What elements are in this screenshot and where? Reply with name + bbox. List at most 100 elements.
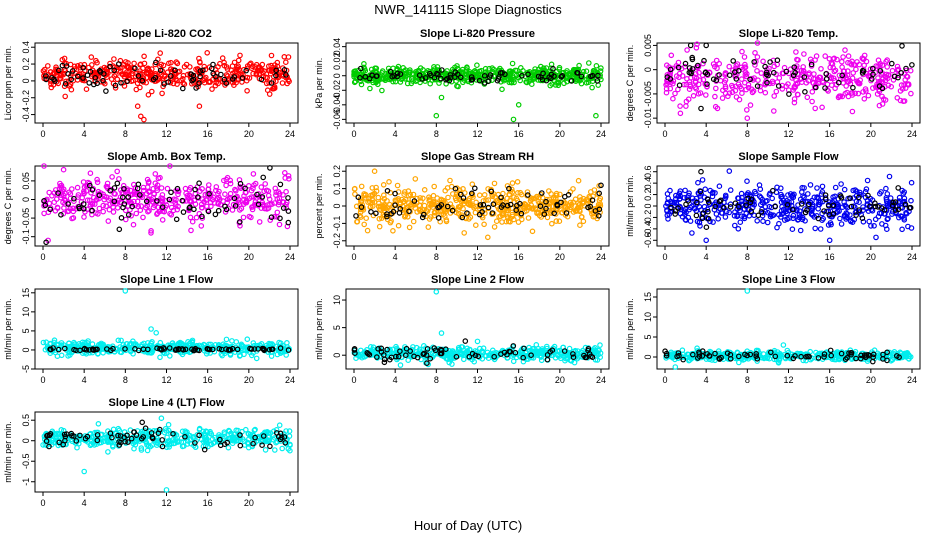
- data-point: [248, 194, 255, 200]
- data-point: [704, 81, 710, 87]
- data-point: [878, 189, 884, 195]
- data-point: [183, 61, 190, 68]
- data-point: [892, 199, 899, 205]
- data-point: [382, 77, 389, 84]
- data-point: [132, 345, 138, 352]
- data-point: [595, 72, 601, 79]
- data-point: [683, 103, 689, 109]
- data-point: [754, 355, 761, 362]
- y-tick-label: 0.4: [21, 41, 31, 54]
- data-point: [122, 344, 128, 350]
- data-point: [432, 351, 439, 357]
- data-point: [805, 71, 812, 78]
- data-point: [877, 355, 883, 361]
- data-point: [174, 81, 180, 87]
- data-point: [730, 58, 737, 64]
- data-point: [908, 90, 914, 97]
- data-point: [509, 60, 516, 67]
- x-tick-label: 0: [40, 129, 45, 139]
- data-point: [180, 72, 187, 79]
- data-point: [823, 71, 830, 77]
- data-point: [804, 191, 811, 197]
- outlier-point: [148, 326, 154, 332]
- data-point: [241, 193, 247, 199]
- data-point: [791, 85, 798, 91]
- data-point: [909, 62, 915, 68]
- data-point: [675, 64, 682, 71]
- x-tick-label: 16: [514, 252, 524, 262]
- data-point: [495, 199, 502, 206]
- data-point: [819, 104, 825, 111]
- data-point: [103, 88, 109, 94]
- data-point: [689, 230, 695, 236]
- y-tick-label: -0.2: [21, 90, 31, 106]
- x-tick-label: 12: [161, 252, 171, 262]
- data-point: [850, 70, 857, 76]
- data-point: [166, 345, 173, 351]
- data-point: [48, 84, 55, 91]
- data-point: [863, 88, 869, 94]
- data-point: [760, 58, 766, 65]
- data-point: [221, 62, 228, 69]
- data-point: [459, 69, 466, 75]
- data-point: [213, 79, 220, 86]
- data-point: [589, 354, 596, 361]
- data-point: [764, 219, 771, 226]
- data-point: [718, 354, 724, 361]
- x-tick-label: 12: [161, 375, 171, 385]
- data-point: [455, 346, 462, 353]
- data-point: [902, 201, 909, 208]
- data-point: [800, 68, 807, 74]
- data-point: [830, 202, 837, 209]
- data-point: [192, 186, 198, 193]
- data-point: [677, 205, 684, 211]
- data-point: [738, 213, 745, 220]
- data-point: [868, 76, 875, 82]
- data-point: [425, 224, 432, 230]
- data-point: [551, 73, 557, 80]
- data-point: [57, 72, 64, 79]
- data-point: [67, 352, 73, 358]
- data-point: [161, 81, 168, 87]
- data-point: [804, 94, 811, 101]
- data-point: [432, 209, 439, 216]
- data-point: [444, 203, 451, 210]
- data-point: [131, 60, 137, 67]
- outlier-point: [672, 364, 679, 370]
- data-point: [891, 73, 898, 80]
- data-point: [472, 352, 479, 359]
- x-tick-label: 4: [82, 129, 87, 139]
- data-point: [149, 88, 155, 95]
- data-point: [883, 196, 890, 203]
- data-point: [437, 75, 444, 82]
- x-tick-label: 8: [745, 375, 750, 385]
- panel-title: Slope Line 2 Flow: [431, 274, 524, 286]
- data-point: [838, 195, 845, 201]
- data-point: [173, 59, 180, 65]
- data-point: [568, 204, 574, 211]
- data-point: [901, 198, 908, 205]
- outlier-point: [593, 112, 599, 119]
- data-point: [716, 72, 722, 78]
- series-2: [42, 59, 289, 94]
- data-point: [271, 447, 278, 453]
- data-point: [466, 195, 473, 202]
- data-point: [778, 199, 785, 206]
- data-point: [673, 73, 680, 79]
- data-point: [543, 343, 550, 350]
- data-point: [116, 176, 122, 182]
- data-point: [279, 345, 286, 352]
- data-point: [754, 218, 761, 224]
- data-point: [93, 57, 99, 64]
- data-point: [276, 221, 283, 228]
- data-point: [663, 89, 670, 96]
- outlier-point: [698, 105, 704, 112]
- data-point: [438, 350, 445, 357]
- data-point: [863, 352, 870, 358]
- data-point: [51, 337, 58, 344]
- data-point: [480, 201, 487, 208]
- data-point: [888, 60, 895, 67]
- x-tick-label: 20: [866, 375, 876, 385]
- data-point: [273, 192, 279, 198]
